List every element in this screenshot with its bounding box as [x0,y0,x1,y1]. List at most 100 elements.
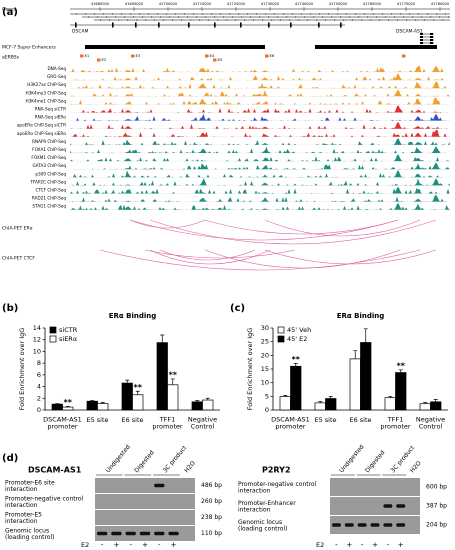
x-tick-label: Negative Control [188,416,217,431]
x-tick-label: TFF1 promoter [152,416,182,431]
gene-arrow [261,18,264,22]
gene-arrow [420,15,423,19]
x-tick-label: E5 site [86,416,108,424]
exon [420,36,423,38]
track-label: aERBSs [2,55,20,61]
factor-sign: + [398,541,404,549]
ruler-label: 41680000 [91,2,110,6]
gene-arrow [186,15,189,19]
error-bar [205,397,210,401]
track-label: RNAPII ChIP-Seq [32,139,66,144]
row-label: Genomic locus (loading control) [5,527,55,541]
track-label: p300 ChIP-Seq [35,171,66,176]
y-tick-label: 12 [33,336,41,344]
bar [62,406,74,411]
exon [430,42,433,44]
factor-sign: + [113,541,119,549]
ruler-label: 41710000 [193,2,212,6]
gene-arrow [243,18,246,22]
bar [325,398,337,411]
exon [290,22,292,28]
x-tick-label: E5 site [314,416,336,424]
band-size: 600 bp [426,484,447,491]
gene-arrow [381,12,384,16]
gene-label: DSCAM-AS1 [396,29,423,35]
lane-label: Undigested [338,443,365,474]
interaction-arc [159,249,256,261]
error-bar [293,363,298,367]
signal-track [70,81,450,89]
y-axis-label: Fold Enrichment over IgG [246,328,254,411]
gene-arrow [111,12,114,16]
error-bar [195,400,200,402]
chart-title: ERα Binding [337,312,385,320]
gene-arrow [114,15,117,19]
gene-arrow [213,15,216,19]
exon [158,22,160,28]
band-size: 260 bp [201,498,222,505]
signal-track [70,194,450,202]
x-tick-label: DSCAM-AS1 promoter [43,416,82,431]
erbs-site [131,54,135,58]
exon [75,22,77,28]
band-size: 238 bp [201,514,222,521]
factor-sign: - [335,541,338,549]
gene-arrow [300,12,303,16]
gene-arrow [105,15,108,19]
gel-band [154,531,165,536]
signal-track [70,154,450,162]
gene-arrow [303,15,306,19]
lane-label: Digested [364,449,387,474]
legend-label: 45' Veh [287,326,311,334]
ruler-label: 41730000 [261,2,280,6]
gene-arrow [150,15,153,19]
gel-title: DSCAM-AS1 [28,466,82,475]
gene-arrow [399,12,402,16]
exon [112,22,114,28]
lane-label: Undigested [105,443,132,474]
super-enhancer [315,45,437,49]
factor-label: E2 [316,541,324,549]
erbs-site [265,54,269,58]
significance: ** [169,370,178,379]
exon [318,22,320,28]
band-size: 387 bp [426,503,447,510]
gene-arrow [324,18,327,22]
factor-sign: - [387,541,390,549]
gel-image [95,478,195,493]
track-label: CTCF ChIP-Seq [35,188,66,193]
gene-arrow [429,15,432,19]
site-label: E4 [210,53,215,58]
gene-arrow [141,15,144,19]
gene-arrow [270,18,273,22]
gene-arrow [177,15,180,19]
factor-sign: - [158,541,161,549]
legend-label: siCTR [59,326,78,334]
bar [314,402,326,411]
gene-arrow [402,15,405,19]
erbs-site [402,54,406,58]
gel-band [344,523,354,527]
gel-band [396,504,406,508]
gene-arrow [228,12,231,16]
factor-label: E2 [81,541,89,549]
panel-label: (c) [230,303,245,314]
chart-title: ERα Binding [109,312,157,320]
exon [420,39,423,41]
error-bar [100,402,105,404]
row-label: Promoter-E5 interaction [5,511,42,525]
gel-band [111,531,122,536]
gene-arrow [126,18,129,22]
gene-arrow [375,15,378,19]
gene-arrow [351,18,354,22]
bar [167,384,179,411]
legend-swatch [277,335,285,343]
gene-arrow [222,15,225,19]
ruler-label: 41760000 [363,2,382,6]
panel-label: (b) [2,303,18,314]
gene-arrow [291,12,294,16]
band-size: 110 bp [201,530,222,537]
erbs-site [80,54,84,58]
gene-arrow [279,18,282,22]
interaction-arc [129,219,206,229]
